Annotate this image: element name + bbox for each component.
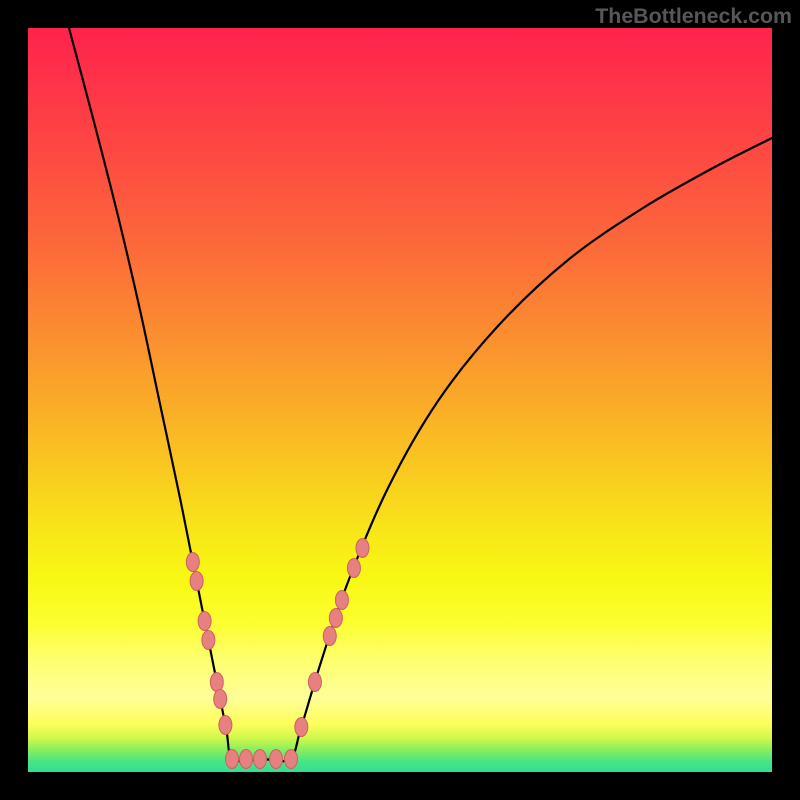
- curve-marker: [198, 612, 211, 631]
- curve-marker: [240, 750, 253, 769]
- curve-marker: [226, 750, 239, 769]
- curve-marker: [295, 718, 308, 737]
- curve-marker: [270, 750, 283, 769]
- curve-marker: [254, 750, 267, 769]
- curve-marker: [190, 572, 203, 591]
- bottleneck-curve-chart: [28, 28, 772, 772]
- curve-marker: [210, 673, 223, 692]
- curve-marker: [329, 609, 342, 628]
- watermark-text: TheBottleneck.com: [595, 4, 792, 29]
- curve-marker: [347, 559, 360, 578]
- curve-marker: [285, 750, 298, 769]
- curve-marker: [356, 539, 369, 558]
- curve-marker: [202, 631, 215, 650]
- chart-frame: TheBottleneck.com: [0, 0, 800, 800]
- curve-marker: [219, 716, 232, 735]
- curve-marker: [323, 627, 336, 646]
- curve-marker: [308, 673, 321, 692]
- curve-marker: [214, 690, 227, 709]
- curve-marker: [335, 591, 348, 610]
- gradient-background: [28, 28, 772, 772]
- plot-area: [28, 28, 772, 772]
- curve-marker: [186, 553, 199, 572]
